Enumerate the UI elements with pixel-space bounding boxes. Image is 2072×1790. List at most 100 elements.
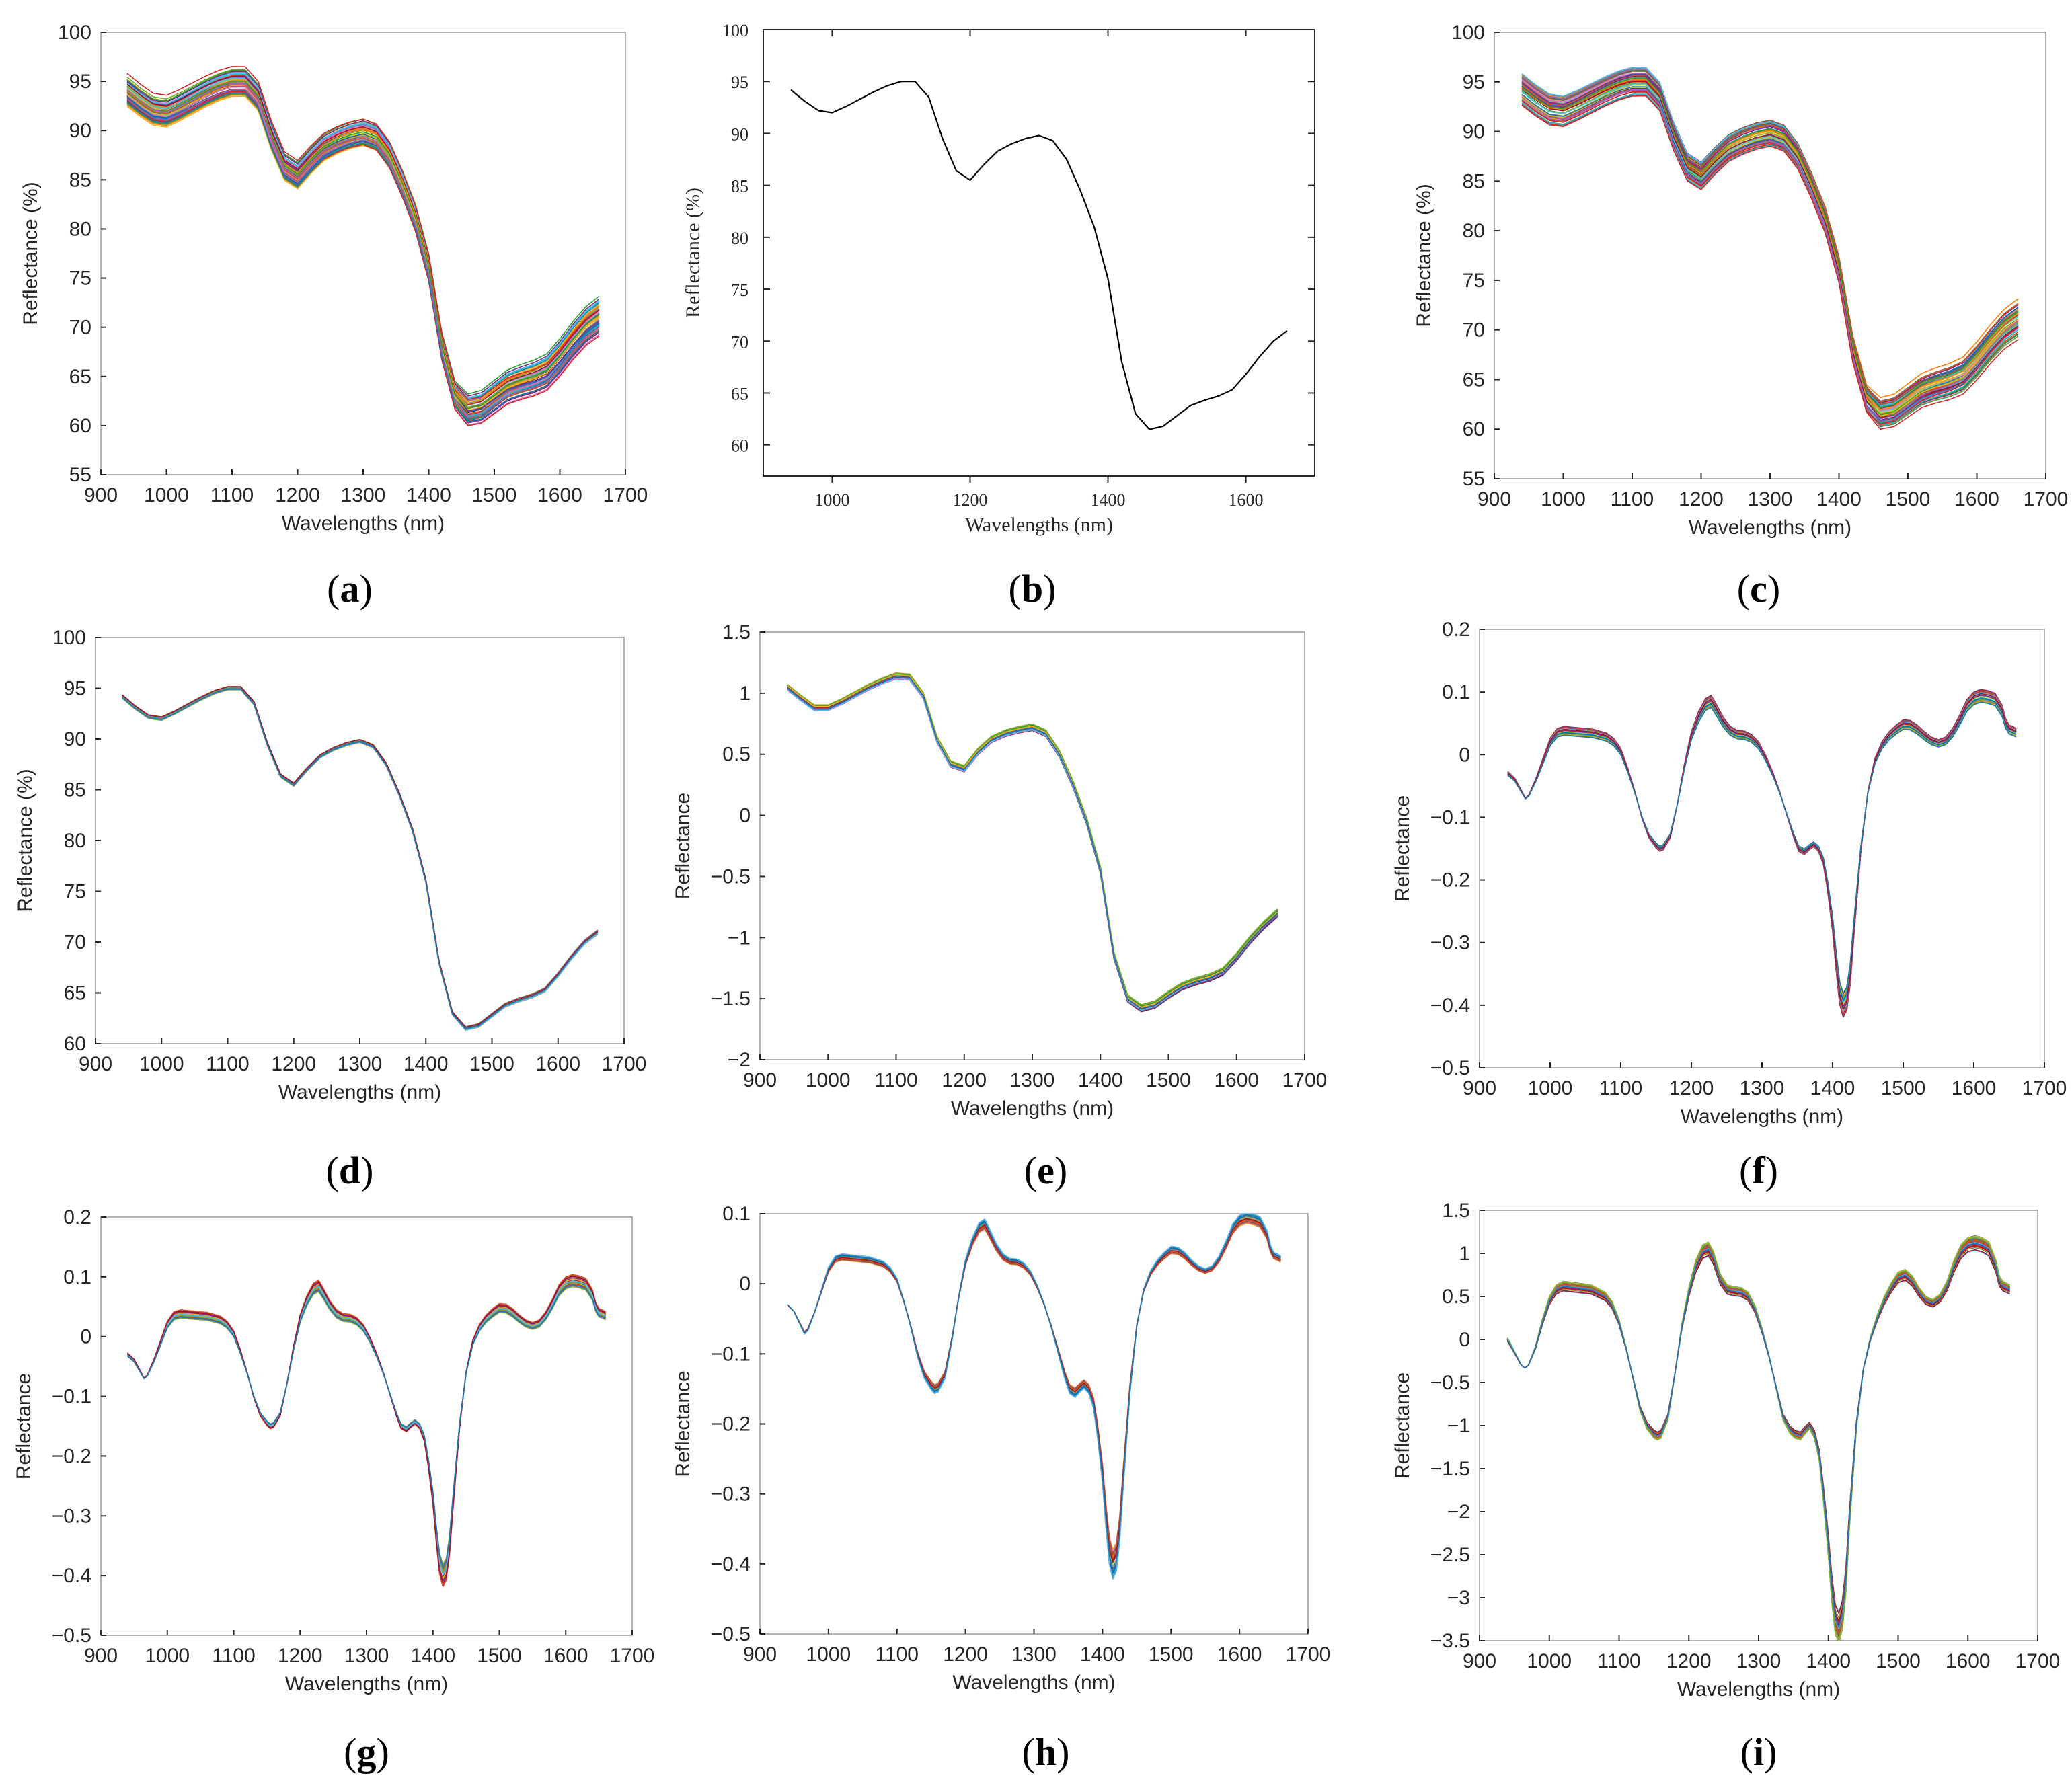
panel-label: (g) bbox=[344, 1730, 389, 1774]
spectrum-line bbox=[1521, 83, 2019, 418]
plot-frame bbox=[759, 631, 1305, 1060]
y-axis-title: Reflectance bbox=[672, 1370, 694, 1477]
chart-panel-a: 900 1000 1100 1200 1300 1400 1500 1600 1700 55 60 6… bbox=[20, 22, 648, 611]
spectrum-line bbox=[1521, 69, 2019, 404]
y-tick-label: 60 bbox=[1463, 418, 1485, 440]
spectrum-line bbox=[126, 84, 600, 420]
x-axis-title: Wavelengths (nm) bbox=[285, 1673, 448, 1695]
panel-label: (b) bbox=[1009, 567, 1057, 611]
spectrum-line bbox=[121, 687, 599, 1027]
plot-frame bbox=[95, 637, 625, 1044]
plot-frame bbox=[100, 1216, 633, 1636]
y-tick-label: 55 bbox=[69, 464, 91, 486]
chart-panel-e: 900 1000 1100 1200 1300 1400 1500 1600 1700 −2 −1.… bbox=[672, 621, 1327, 1192]
spectrum-line bbox=[121, 686, 599, 1028]
x-tick-label: 900 bbox=[1463, 1077, 1496, 1099]
x-tick-label: 900 bbox=[743, 1069, 777, 1091]
x-tick-label: 1600 bbox=[1954, 488, 1999, 510]
y-tick-label: 70 bbox=[69, 317, 91, 339]
y-tick-label: 100 bbox=[1451, 22, 1485, 44]
y-tick-label: 90 bbox=[731, 124, 749, 144]
y-tick-label: 95 bbox=[69, 71, 91, 93]
x-tick-label: 1500 bbox=[1876, 1650, 1921, 1672]
y-tick-label: 65 bbox=[69, 366, 91, 388]
spectrum-line bbox=[121, 687, 599, 1028]
spectrum-line bbox=[121, 687, 599, 1029]
y-tick-label: 90 bbox=[1463, 121, 1485, 143]
y-axis-title: Reflectance (%) bbox=[1413, 184, 1435, 327]
y-tick-label: 75 bbox=[69, 268, 91, 290]
x-tick-label: 1300 bbox=[1736, 1650, 1781, 1672]
plot-frame bbox=[1479, 1210, 2038, 1641]
spectrum-line bbox=[1521, 81, 2019, 418]
spectrum-line bbox=[1506, 1235, 2010, 1641]
x-tick-label: 1100 bbox=[1597, 1650, 1641, 1672]
y-tick-label: 100 bbox=[722, 21, 749, 40]
spectrum-line bbox=[126, 73, 600, 399]
x-tick-label: 1500 bbox=[1886, 488, 1931, 510]
spectrum-line bbox=[786, 676, 1278, 1009]
x-tick-label: 900 bbox=[743, 1643, 777, 1666]
spectrum-line bbox=[1507, 701, 2017, 995]
x-tick-label: 1400 bbox=[404, 1053, 449, 1075]
y-tick-label: −0.2 bbox=[711, 1413, 751, 1436]
x-tick-label: 900 bbox=[84, 484, 118, 506]
y-tick-label: 0.1 bbox=[722, 1203, 751, 1225]
x-tick-label: 900 bbox=[1478, 488, 1511, 510]
y-axis-title: Reflectance bbox=[672, 793, 694, 899]
y-tick-label: 95 bbox=[64, 678, 86, 700]
spectrum-line bbox=[786, 677, 1278, 1011]
spectrum-line bbox=[126, 81, 600, 410]
spectrum-line bbox=[1521, 81, 2019, 412]
panel-label: (f) bbox=[1739, 1149, 1778, 1192]
x-tick-label: 1200 bbox=[942, 1069, 987, 1091]
x-tick-label: 1400 bbox=[1091, 490, 1126, 510]
y-tick-label: 0.5 bbox=[1442, 1286, 1470, 1308]
y-tick-label: 65 bbox=[64, 982, 86, 1005]
x-tick-label: 1500 bbox=[477, 1645, 522, 1667]
x-axis-title: Wavelengths (nm) bbox=[1689, 516, 1851, 539]
x-tick-label: 1300 bbox=[344, 1645, 389, 1667]
x-tick-label: 1000 bbox=[144, 484, 189, 506]
spectrum-line bbox=[121, 686, 599, 1028]
y-tick-label: 75 bbox=[64, 881, 86, 903]
x-tick-label: 1600 bbox=[1946, 1650, 1991, 1672]
x-axis-title: Wavelengths (nm) bbox=[282, 512, 445, 535]
chart-panel-h: 900 1000 1100 1200 1300 1400 1500 1600 1700 −0.5 −… bbox=[672, 1203, 1330, 1774]
x-tick-label: 1200 bbox=[1666, 1650, 1712, 1672]
x-tick-label: 1300 bbox=[1740, 1077, 1785, 1099]
y-tick-label: 75 bbox=[1463, 270, 1485, 292]
spectrum-line bbox=[786, 673, 1278, 1007]
y-tick-label: 1 bbox=[739, 683, 751, 705]
x-tick-label: 1500 bbox=[472, 484, 517, 506]
series-group bbox=[121, 686, 599, 1031]
spectrum-line bbox=[126, 66, 600, 401]
x-tick-label: 1400 bbox=[410, 1645, 455, 1667]
spectrum-line bbox=[1521, 76, 2019, 415]
y-tick-label: 85 bbox=[1463, 170, 1485, 192]
spectrum-line bbox=[1506, 1235, 2010, 1641]
x-tick-label: 1100 bbox=[1599, 1077, 1643, 1099]
y-tick-label: 95 bbox=[1463, 71, 1485, 93]
spectrum-line bbox=[1521, 79, 2019, 410]
spectrum-line bbox=[1521, 67, 2019, 403]
x-tick-label: 1600 bbox=[1217, 1643, 1262, 1666]
x-tick-label: 1400 bbox=[1806, 1650, 1851, 1672]
spectrum-line bbox=[121, 686, 599, 1028]
y-tick-label: 95 bbox=[731, 73, 749, 92]
x-axis-title: Wavelengths (nm) bbox=[952, 1672, 1115, 1694]
x-tick-label: 1700 bbox=[603, 484, 648, 506]
y-tick-label: 100 bbox=[52, 627, 86, 649]
panel-label: (a) bbox=[327, 567, 373, 611]
x-tick-label: 900 bbox=[1463, 1650, 1496, 1672]
panel-label: (e) bbox=[1024, 1149, 1067, 1192]
y-tick-label: −3 bbox=[1447, 1587, 1470, 1609]
y-tick-label: −0.5 bbox=[1430, 1372, 1470, 1394]
spectrum-line bbox=[126, 1274, 606, 1588]
x-tick-label: 1100 bbox=[206, 1053, 250, 1075]
spectrum-line bbox=[1521, 86, 2019, 422]
x-tick-label: 1000 bbox=[139, 1053, 184, 1075]
x-tick-label: 1200 bbox=[1669, 1077, 1714, 1099]
x-tick-label: 1400 bbox=[1810, 1077, 1855, 1099]
y-axis-title: Reflectance bbox=[1391, 1372, 1414, 1479]
